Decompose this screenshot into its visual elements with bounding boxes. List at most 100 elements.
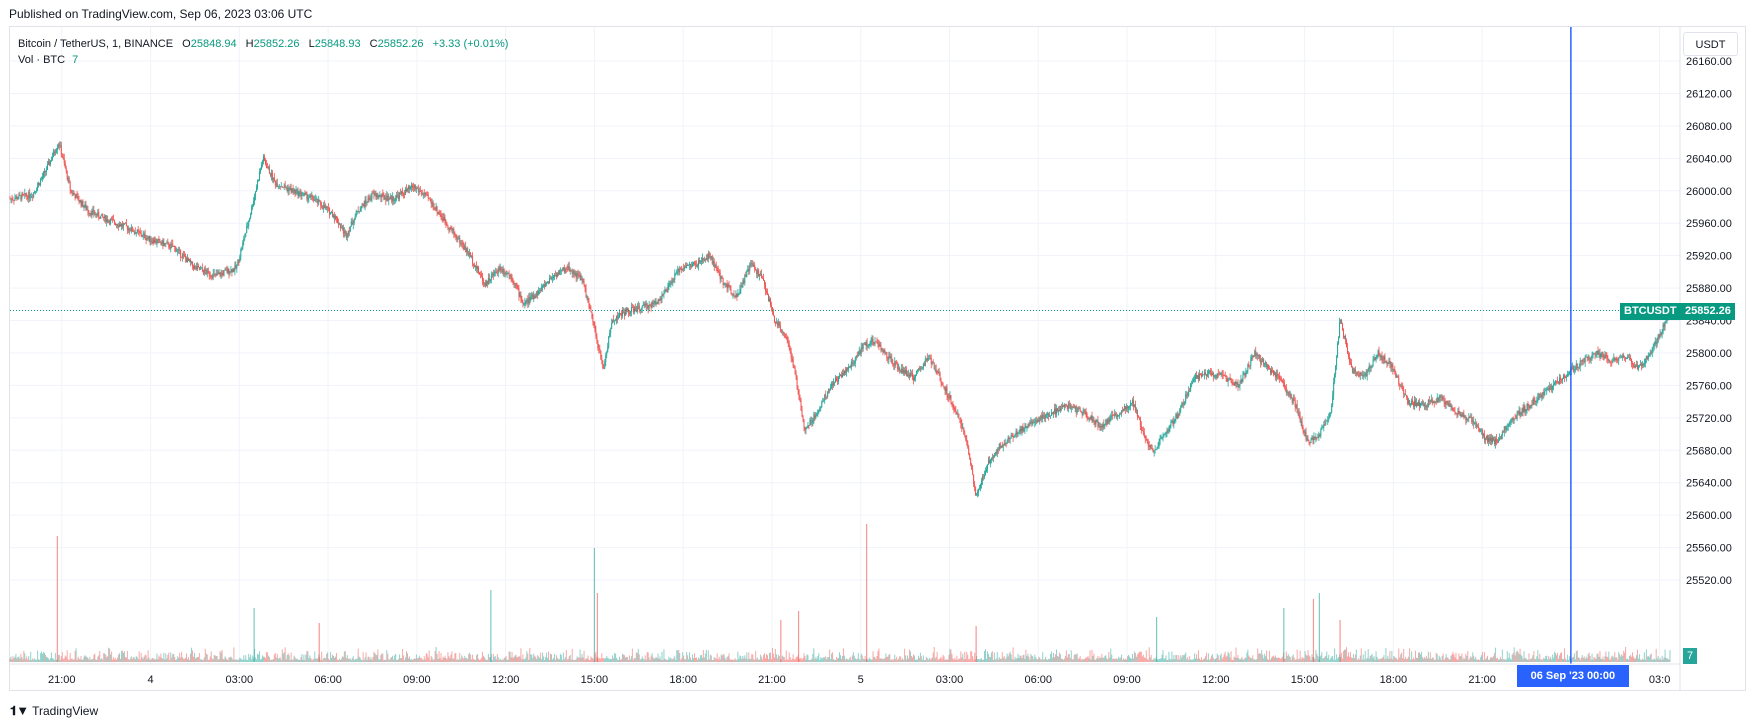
candle-body bbox=[1022, 426, 1024, 431]
candle-body bbox=[264, 160, 266, 165]
volume-bar bbox=[1475, 656, 1477, 662]
volume-bar bbox=[893, 659, 895, 662]
candle-body bbox=[1488, 437, 1490, 442]
volume-bar bbox=[673, 657, 675, 662]
candle-body bbox=[1073, 407, 1075, 409]
volume-bar bbox=[298, 659, 300, 662]
volume-bar bbox=[946, 659, 948, 662]
volume-bar bbox=[477, 653, 479, 662]
volume-bar bbox=[917, 655, 919, 662]
volume-bar bbox=[96, 659, 98, 662]
candle-body bbox=[586, 296, 588, 298]
candle-body bbox=[1244, 373, 1246, 377]
candle-body bbox=[413, 185, 415, 188]
volume-bar bbox=[825, 656, 827, 662]
volume-bar bbox=[213, 655, 215, 662]
volume-bar bbox=[1327, 658, 1329, 662]
volume-bar bbox=[1366, 657, 1368, 662]
volume-bar bbox=[689, 652, 691, 662]
candle-body bbox=[430, 198, 432, 204]
candle-body bbox=[105, 215, 107, 223]
volume-bar bbox=[598, 658, 600, 662]
candle-body bbox=[1029, 422, 1031, 426]
volume-bar bbox=[139, 659, 141, 662]
volume-bar bbox=[419, 657, 421, 662]
candle-body bbox=[1034, 422, 1036, 423]
volume-bar bbox=[542, 652, 544, 662]
volume-bar bbox=[1347, 652, 1349, 662]
candle-body bbox=[646, 303, 648, 306]
volume-bar bbox=[1500, 659, 1502, 662]
candle-body bbox=[474, 265, 476, 268]
candle-body bbox=[792, 358, 794, 367]
candle-body bbox=[1489, 437, 1491, 441]
candle-body bbox=[551, 277, 553, 279]
volume-bar bbox=[303, 654, 305, 662]
volume-bar bbox=[164, 659, 166, 662]
candle-body bbox=[344, 231, 346, 233]
chart-frame[interactable] bbox=[9, 26, 1746, 691]
candle-body bbox=[1036, 420, 1038, 422]
candle-body bbox=[883, 350, 885, 353]
volume-bar bbox=[35, 659, 37, 662]
volume-bar bbox=[1200, 657, 1202, 662]
volume-bar bbox=[1234, 657, 1236, 662]
volume-bar bbox=[491, 659, 493, 662]
candle-body bbox=[947, 395, 949, 398]
volume-bar bbox=[674, 655, 676, 662]
volume-bar bbox=[325, 658, 327, 662]
candle-body bbox=[107, 218, 109, 222]
candle-body bbox=[1222, 374, 1224, 376]
volume-bar bbox=[402, 649, 404, 662]
candle-body bbox=[730, 289, 732, 294]
candle-body bbox=[684, 266, 686, 270]
volume-bar bbox=[867, 659, 869, 662]
candle-body bbox=[658, 299, 660, 301]
volume-bar bbox=[842, 648, 844, 662]
volume-bar bbox=[962, 653, 964, 662]
volume-bar bbox=[297, 659, 299, 662]
volume-bar bbox=[1335, 659, 1337, 662]
candle-body bbox=[970, 458, 972, 465]
candle-body bbox=[274, 180, 276, 186]
volume-bar bbox=[1130, 658, 1132, 662]
candle-body bbox=[834, 381, 836, 383]
volume-bar bbox=[292, 659, 294, 662]
volume-bar bbox=[25, 658, 27, 662]
candle-body bbox=[121, 224, 123, 227]
candle-body bbox=[556, 272, 558, 277]
candle-body bbox=[174, 246, 176, 248]
volume-bar bbox=[1558, 658, 1560, 662]
candle-body bbox=[321, 205, 323, 208]
volume-bar bbox=[847, 659, 849, 662]
candle-body bbox=[1207, 372, 1209, 374]
candle-body bbox=[866, 342, 868, 347]
volume-bar bbox=[918, 657, 920, 662]
candle-body bbox=[1588, 356, 1590, 360]
candle-body bbox=[912, 377, 914, 380]
volume-bar bbox=[533, 653, 535, 662]
candle-body bbox=[123, 223, 125, 225]
candle-body bbox=[1439, 395, 1441, 398]
candle-body bbox=[482, 280, 484, 284]
candle-body bbox=[119, 224, 121, 227]
candle-body bbox=[760, 273, 762, 275]
candle-body bbox=[508, 273, 510, 276]
candle-body bbox=[1248, 364, 1250, 366]
volume-bar bbox=[1440, 659, 1442, 662]
candle-body bbox=[63, 158, 65, 164]
candle-body bbox=[28, 192, 30, 199]
candle-body bbox=[335, 216, 337, 219]
volume-bar bbox=[870, 659, 872, 662]
candle-body bbox=[524, 302, 526, 304]
volume-bar bbox=[1354, 654, 1356, 662]
volume-bar bbox=[9, 658, 11, 662]
candle-body bbox=[1627, 357, 1629, 359]
volume-bar bbox=[526, 651, 528, 662]
volume-bar bbox=[583, 650, 585, 662]
volume-bar bbox=[1550, 656, 1552, 662]
volume-bar bbox=[370, 657, 372, 662]
candle-body bbox=[1333, 382, 1335, 396]
candle-body bbox=[695, 264, 697, 266]
